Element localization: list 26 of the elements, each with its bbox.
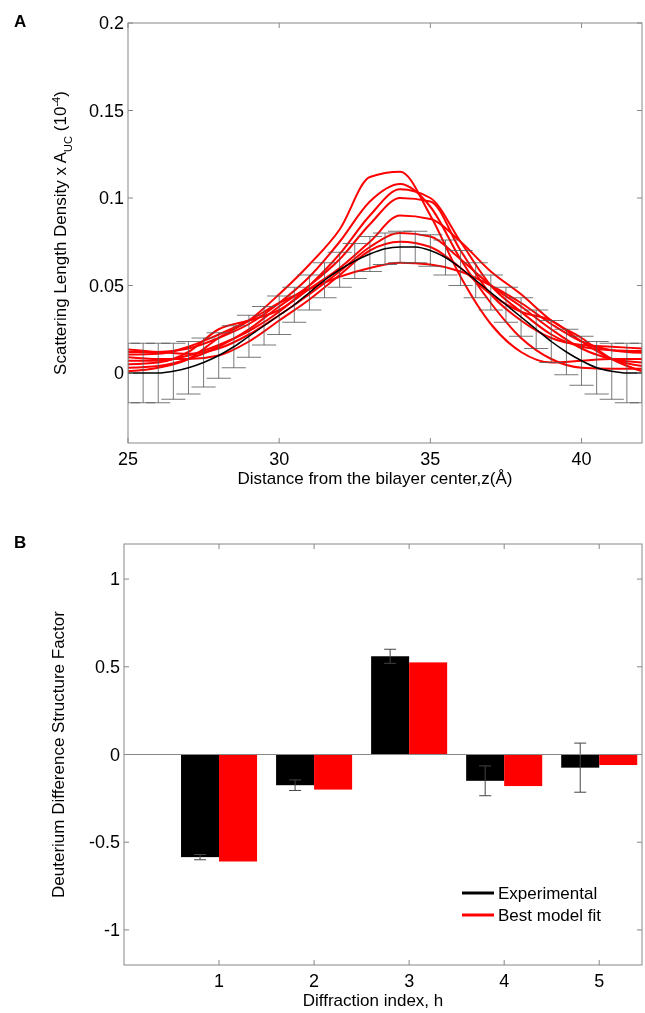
x-axis-title: Distance from the bilayer center,z(Å) [237, 469, 513, 488]
y-tick-label: 0.2 [98, 13, 124, 33]
x-tick-label: 40 [571, 449, 592, 469]
y-tick-label: 0 [109, 744, 120, 765]
x-tick-label: 2 [309, 971, 320, 991]
y-axis-title: Deuterium Difference Structure Factor [49, 610, 68, 898]
y-tick-label: 0 [113, 363, 124, 383]
y-tick-label: 0.15 [88, 100, 124, 121]
x-tick-label: 4 [499, 971, 510, 991]
x-tick-label: 30 [269, 449, 290, 469]
x-tick-label: 5 [594, 971, 605, 991]
legend-label: Experimental [498, 884, 598, 903]
y-tick-label: 1 [109, 569, 120, 590]
y-tick-label: -1 [103, 919, 120, 940]
y-tick-label: 0.05 [88, 275, 124, 296]
x-tick-label: 1 [214, 971, 225, 991]
x-axis-title: Diffraction index, h [302, 991, 444, 1010]
x-tick-label: 35 [420, 449, 441, 469]
y-tick-label: -0.5 [88, 832, 120, 853]
y-tick-label: 0.1 [98, 188, 124, 208]
chart-title: B [14, 533, 27, 552]
x-tick-label: 3 [404, 971, 415, 991]
chart-title: A [14, 12, 27, 31]
legend-label: Best model fit [498, 906, 602, 925]
x-tick-label: 25 [117, 449, 139, 469]
y-tick-label: 0.5 [94, 656, 120, 677]
